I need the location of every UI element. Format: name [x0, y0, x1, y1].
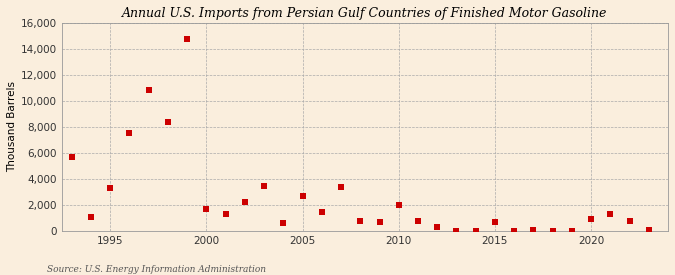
Point	[143, 88, 154, 92]
Point	[335, 185, 346, 189]
Point	[240, 200, 250, 205]
Point	[201, 207, 212, 211]
Point	[528, 228, 539, 232]
Point	[259, 183, 269, 188]
Point	[124, 131, 135, 136]
Point	[451, 229, 462, 233]
Point	[374, 220, 385, 224]
Point	[355, 219, 366, 223]
Point	[278, 221, 289, 226]
Point	[605, 212, 616, 216]
Point	[86, 215, 97, 219]
Point	[163, 119, 173, 124]
Point	[220, 212, 231, 216]
Point	[412, 219, 423, 223]
Point	[105, 186, 115, 190]
Point	[432, 225, 443, 229]
Point	[624, 219, 635, 223]
Title: Annual U.S. Imports from Persian Gulf Countries of Finished Motor Gasoline: Annual U.S. Imports from Persian Gulf Co…	[122, 7, 608, 20]
Point	[586, 217, 597, 222]
Point	[470, 229, 481, 233]
Point	[509, 229, 520, 233]
Point	[317, 210, 327, 214]
Point	[66, 155, 77, 159]
Point	[394, 203, 404, 207]
Point	[489, 220, 500, 224]
Point	[297, 194, 308, 198]
Point	[182, 37, 192, 42]
Y-axis label: Thousand Barrels: Thousand Barrels	[7, 81, 17, 172]
Point	[643, 228, 654, 232]
Point	[566, 229, 577, 233]
Text: Source: U.S. Energy Information Administration: Source: U.S. Energy Information Administ…	[47, 265, 266, 274]
Point	[547, 229, 558, 233]
